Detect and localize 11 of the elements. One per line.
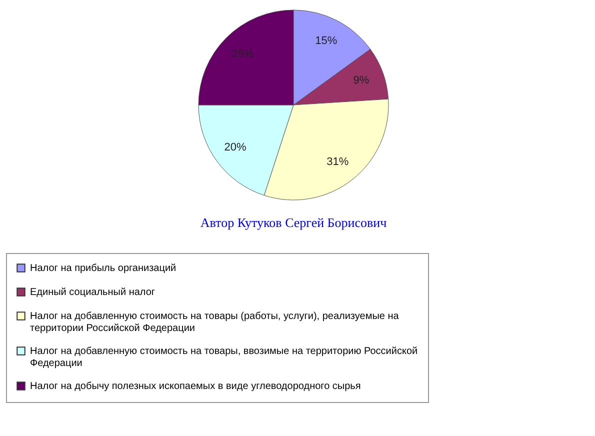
data-label: 9% bbox=[353, 74, 370, 87]
data-label: 25% bbox=[232, 48, 254, 60]
legend-label: Налог на добавленную стоимость на товары, ввозимые на территорию Российской Федерации bbox=[30, 346, 418, 369]
legend-label: Единый социальный налог bbox=[30, 287, 156, 298]
legend-label: Налог на прибыль организаций bbox=[30, 263, 176, 274]
data-label: 15% bbox=[315, 34, 338, 47]
legend-label: Налог на добычу полезных ископаемых в виде углеводородного сырья bbox=[30, 381, 361, 392]
data-label: 20% bbox=[224, 141, 246, 154]
legend-label: Налог на добавленную стоимость на товары (работы, услуги), реализуемые на территории Российской Федерации bbox=[30, 311, 400, 334]
data-label: 31% bbox=[326, 156, 349, 168]
text: Автор Кутуков Сергей Борисович bbox=[200, 215, 388, 230]
